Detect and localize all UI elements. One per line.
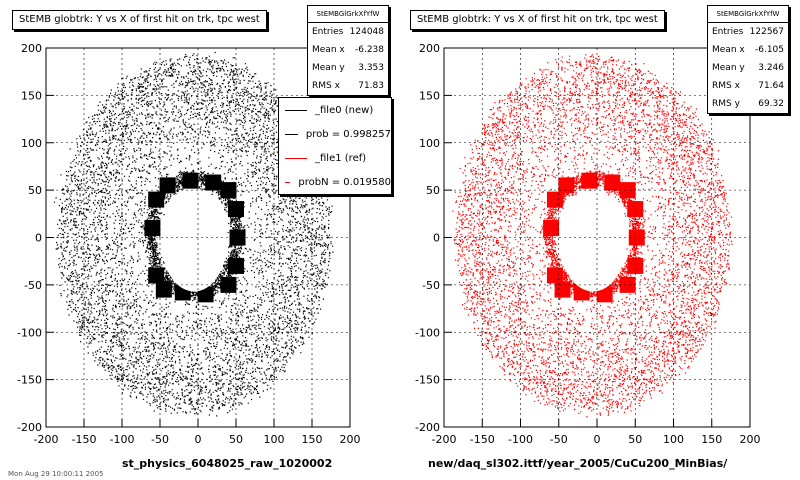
left-stats-box: StEMBGlGrkXfYfW Entries 124048 Mean x -6.2… xyxy=(307,5,389,96)
legend-item-file0: _file0 (new) xyxy=(279,98,391,122)
left-x-label: st_physics_6048025_raw_1020002 xyxy=(122,457,333,470)
legend-swatch-red xyxy=(285,157,307,159)
y-tick-label: 50 xyxy=(28,184,42,197)
ring-block xyxy=(619,182,636,199)
ring-block xyxy=(148,267,165,284)
right-stats-row: Mean x -6.105 xyxy=(712,45,784,55)
y-tick-label: 200 xyxy=(21,42,42,55)
y-tick-label: -50 xyxy=(422,279,440,292)
x-tick-label: -100 xyxy=(508,433,533,446)
y-tick-label: -200 xyxy=(17,421,42,434)
ring-block xyxy=(558,177,575,194)
ring-block xyxy=(144,220,161,237)
right-stats-box: StEMBGlGrkXfYfW Entries 122567 Mean x -6.1… xyxy=(707,5,789,114)
hollow-center xyxy=(161,192,227,292)
x-tick-label: -100 xyxy=(110,433,135,446)
ring-block xyxy=(581,172,598,189)
legend-box: _file0 (new) prob = 0.998257 _file1 (ref… xyxy=(278,97,392,195)
y-tick-label: 0 xyxy=(433,232,440,245)
x-tick-label: 100 xyxy=(264,433,285,446)
right-stats-row: Mean y 3.246 xyxy=(712,63,784,73)
right-stats-row: RMS x 71.64 xyxy=(712,81,784,91)
ring-block xyxy=(148,191,165,208)
left-stats-row: RMS x 71.83 xyxy=(312,81,384,91)
ring-block xyxy=(155,281,172,298)
left-stats-row: Mean y 3.353 xyxy=(312,63,384,73)
legend-item-file1: _file1 (ref) xyxy=(279,146,391,170)
right-stats-row: Entries 122567 xyxy=(712,27,784,37)
y-tick-label: -100 xyxy=(17,326,42,339)
left-chart-title: StEMB globtrk: Y vs X of first hit on tr… xyxy=(12,10,267,30)
y-tick-label: 100 xyxy=(21,137,42,150)
x-tick-label: 150 xyxy=(302,433,323,446)
y-tick-label: 0 xyxy=(35,232,42,245)
right-chart-title: StEMB globtrk: Y vs X of first hit on tr… xyxy=(410,10,665,30)
x-tick-label: 50 xyxy=(229,433,243,446)
x-tick-label: 0 xyxy=(195,433,202,446)
x-tick-label: 50 xyxy=(628,433,642,446)
scatter-points xyxy=(53,51,334,417)
x-tick-label: -150 xyxy=(72,433,97,446)
x-tick-label: 200 xyxy=(740,433,761,446)
y-tick-label: -100 xyxy=(415,326,440,339)
left-stats-name: StEMBGlGrkXfYfW xyxy=(308,6,388,23)
y-tick-label: -150 xyxy=(17,374,42,387)
left-stats-row: Mean x -6.238 xyxy=(312,45,384,55)
y-tick-label: -150 xyxy=(415,374,440,387)
ring-block xyxy=(220,276,237,293)
ring-block xyxy=(546,191,563,208)
ring-block xyxy=(543,220,560,237)
footer-timestamp: Mon Aug 29 10:00:11 2005 xyxy=(8,470,104,478)
legend-item-probn: probN = 0.019580 xyxy=(279,170,391,194)
hollow-center xyxy=(560,192,627,292)
ring-block xyxy=(546,267,563,284)
x-tick-label: -200 xyxy=(432,433,457,446)
ring-block xyxy=(627,257,644,274)
y-tick-label: 150 xyxy=(21,89,42,102)
ring-block xyxy=(182,172,199,189)
x-tick-label: -50 xyxy=(550,433,568,446)
ring-block xyxy=(596,286,613,303)
y-tick-label: 200 xyxy=(419,42,440,55)
y-tick-label: -50 xyxy=(24,279,42,292)
x-tick-label: -50 xyxy=(151,433,169,446)
ring-block xyxy=(228,257,244,274)
legend-swatch-black xyxy=(285,109,307,111)
legend-swatch-red xyxy=(285,181,291,183)
x-tick-label: -150 xyxy=(470,433,495,446)
right-stats-name: StEMBGlGrkXfYfW xyxy=(708,6,788,23)
ring-block xyxy=(220,182,237,199)
ring-block xyxy=(554,281,571,298)
right-stats-row: RMS y 69.32 xyxy=(712,99,784,109)
x-tick-label: 150 xyxy=(701,433,722,446)
legend-swatch-black xyxy=(285,133,298,135)
right-x-label: new/daq_sl302.ittf/year_2005/CuCu200_Min… xyxy=(428,457,728,470)
y-tick-label: 150 xyxy=(419,89,440,102)
y-tick-label: -200 xyxy=(415,421,440,434)
x-tick-label: -200 xyxy=(34,433,59,446)
y-tick-label: 50 xyxy=(426,184,440,197)
y-tick-label: 100 xyxy=(419,137,440,150)
ring-block xyxy=(159,177,176,194)
ring-block xyxy=(628,229,645,246)
ring-block xyxy=(205,174,222,191)
ring-block xyxy=(619,276,636,293)
ring-block xyxy=(604,174,621,191)
x-tick-label: 100 xyxy=(663,433,684,446)
ring-block xyxy=(197,286,214,303)
x-tick-label: 200 xyxy=(340,433,361,446)
left-stats-row: Entries 124048 xyxy=(312,27,384,37)
legend-item-prob: prob = 0.998257 xyxy=(279,122,391,146)
x-tick-label: 0 xyxy=(594,433,601,446)
scatter-points xyxy=(452,54,733,418)
